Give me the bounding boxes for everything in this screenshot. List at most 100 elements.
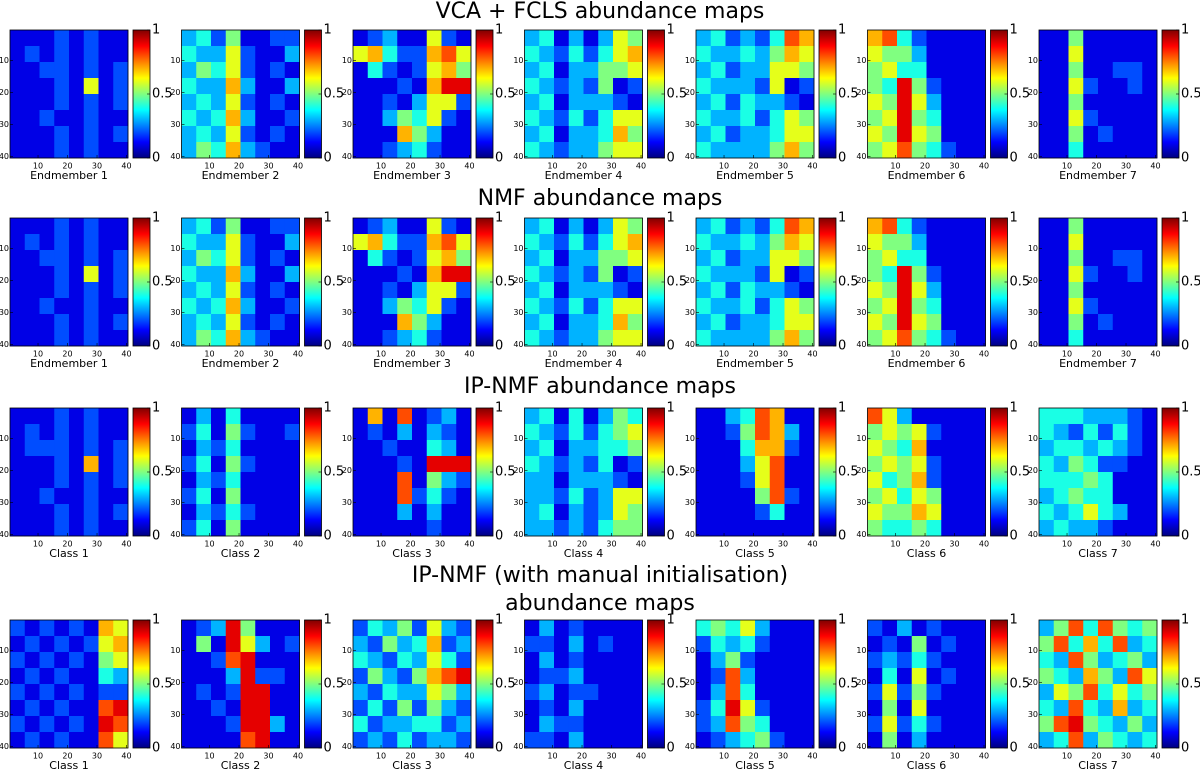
heatmap-cell bbox=[284, 732, 300, 749]
heatmap-cell bbox=[769, 46, 785, 63]
plot-frame bbox=[9, 217, 129, 347]
heatmap-cell bbox=[196, 46, 212, 63]
heatmap-cell bbox=[367, 488, 383, 505]
heatmap-cell bbox=[39, 504, 55, 521]
x-tick-label: 10 bbox=[204, 162, 214, 171]
heatmap-cell bbox=[225, 472, 241, 489]
y-tick-label: 40 bbox=[342, 152, 352, 161]
heatmap-cell bbox=[456, 218, 472, 235]
heatmap-cell bbox=[353, 440, 369, 457]
heatmap-cell bbox=[1083, 78, 1099, 95]
heatmap-cell bbox=[696, 250, 712, 267]
heatmap-cell bbox=[539, 78, 555, 95]
heatmap-cell bbox=[1039, 282, 1055, 299]
heatmap-cell bbox=[382, 424, 398, 441]
heatmap-cell bbox=[524, 62, 540, 79]
section-title: IP-NMF abundance maps bbox=[464, 374, 736, 399]
heatmap-cell bbox=[456, 126, 472, 143]
heatmap-cell bbox=[412, 504, 428, 521]
heatmap-cell bbox=[970, 668, 986, 685]
heatmap-cell bbox=[769, 440, 785, 457]
heatmap-cell bbox=[613, 716, 629, 733]
x-tick-label: 30 bbox=[92, 350, 102, 359]
heatmap-cell bbox=[270, 30, 286, 47]
heatmap-cell bbox=[627, 732, 643, 749]
heatmap-cell bbox=[397, 218, 413, 235]
heatmap-cell bbox=[867, 488, 883, 505]
y-tick-label: 30 bbox=[685, 308, 695, 317]
heatmap-cell bbox=[598, 234, 614, 251]
heatmap-cell bbox=[970, 488, 986, 505]
heatmap-cell bbox=[1053, 488, 1069, 505]
heatmap-cell bbox=[255, 110, 271, 127]
heatmap-cell bbox=[613, 488, 629, 505]
colorbar-tick-label: 0.5 bbox=[324, 87, 345, 102]
heatmap-cell bbox=[755, 684, 771, 701]
y-tick-label: 40 bbox=[170, 340, 180, 349]
y-tick-label: 40 bbox=[1028, 340, 1038, 349]
heatmap-cell bbox=[284, 504, 300, 521]
heatmap-cell bbox=[181, 94, 197, 111]
heatmap-cell bbox=[181, 126, 197, 143]
heatmap-cell bbox=[1112, 652, 1128, 669]
map-label: Class 1 bbox=[49, 547, 88, 560]
heatmap-cell bbox=[627, 46, 643, 63]
heatmap-cell bbox=[270, 142, 286, 159]
x-tick-label: 20 bbox=[62, 350, 72, 359]
heatmap-cell bbox=[1098, 652, 1114, 669]
heatmap-cell bbox=[710, 298, 726, 315]
heatmap-cell bbox=[524, 636, 540, 653]
heatmap-cell bbox=[255, 298, 271, 315]
heatmap-cell bbox=[725, 408, 741, 425]
heatmap-cell bbox=[1039, 620, 1055, 637]
heatmap-cell bbox=[1142, 716, 1158, 733]
heatmap-cell bbox=[926, 126, 942, 143]
heatmap-cell bbox=[1142, 408, 1158, 425]
heatmap-cell bbox=[54, 78, 70, 95]
heatmap-cell bbox=[799, 456, 815, 473]
colorbar-tick-label: 0.5 bbox=[324, 275, 345, 290]
heatmap-cell bbox=[911, 408, 927, 425]
heatmap-cell bbox=[882, 250, 898, 267]
heatmap-cell bbox=[897, 314, 913, 331]
heatmap-cell bbox=[353, 62, 369, 79]
heatmap-cell bbox=[83, 456, 99, 473]
heatmap-cell bbox=[911, 520, 927, 537]
heatmap-cell bbox=[456, 652, 472, 669]
heatmap-cell bbox=[211, 668, 227, 685]
heatmap-cell bbox=[1112, 62, 1128, 79]
heatmap-cell bbox=[10, 456, 26, 473]
heatmap-cell bbox=[583, 110, 599, 127]
x-tick-label: 30 bbox=[778, 540, 788, 549]
heatmap-cell bbox=[225, 652, 241, 669]
heatmap-cell bbox=[554, 424, 570, 441]
heatmap-cell bbox=[524, 472, 540, 489]
heatmap-cell bbox=[911, 700, 927, 717]
heatmap-cell bbox=[397, 408, 413, 425]
heatmap-cell bbox=[970, 652, 986, 669]
heatmap-cell bbox=[1142, 620, 1158, 637]
colorbar-tick-label: 0 bbox=[495, 529, 503, 544]
heatmap-cell bbox=[1112, 110, 1128, 127]
heatmap-cell bbox=[956, 298, 972, 315]
heatmap-cell bbox=[897, 30, 913, 47]
heatmap-cell bbox=[740, 684, 756, 701]
heatmap-cell bbox=[598, 314, 614, 331]
y-tick-label: 20 bbox=[342, 678, 352, 687]
heatmap-cell bbox=[1127, 716, 1143, 733]
heatmap-cell bbox=[397, 62, 413, 79]
heatmap-cell bbox=[897, 94, 913, 111]
heatmap-cell bbox=[882, 472, 898, 489]
heatmap-cell bbox=[382, 250, 398, 267]
y-tick-label: 30 bbox=[685, 498, 695, 507]
heatmap-cell bbox=[181, 142, 197, 159]
y-tick-label: 10 bbox=[513, 646, 523, 655]
heatmap-cell bbox=[240, 440, 256, 457]
x-tick-label: 30 bbox=[263, 162, 273, 171]
heatmap-cell bbox=[426, 46, 442, 63]
heatmap-cell bbox=[710, 456, 726, 473]
heatmap-cell bbox=[353, 126, 369, 143]
heatmap-cell bbox=[113, 408, 129, 425]
heatmap-cell bbox=[211, 472, 227, 489]
heatmap-cell bbox=[1053, 700, 1069, 717]
